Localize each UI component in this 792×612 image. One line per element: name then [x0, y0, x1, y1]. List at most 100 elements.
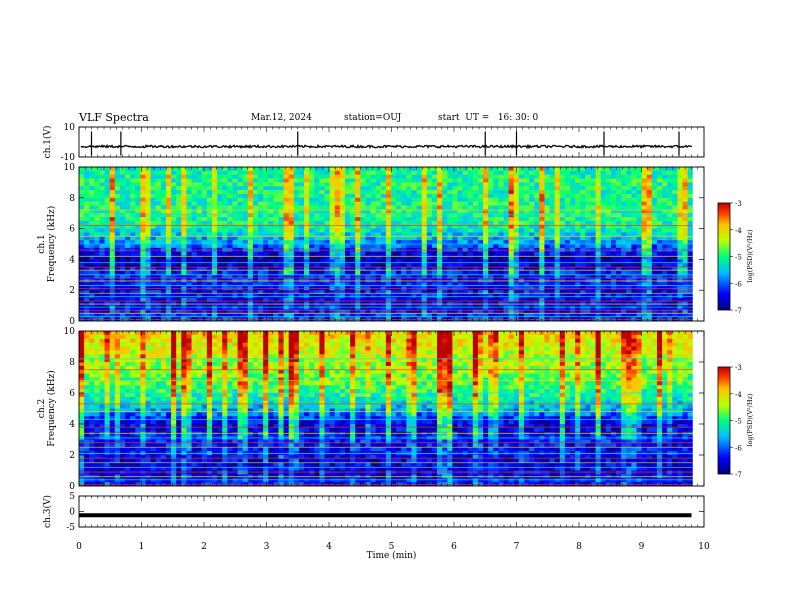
spectrogram-cell: [575, 197, 581, 203]
spectrogram-cell: [559, 193, 566, 199]
spectrogram-cell: [651, 290, 658, 295]
spectrogram-cell: [508, 190, 515, 195]
spectrogram-cell: [119, 213, 126, 218]
spectrogram-cell: [155, 274, 162, 280]
spectrogram-cell: [84, 313, 90, 318]
spectrogram-cell: [570, 197, 576, 203]
spectrogram-cell: [498, 197, 504, 203]
spectrogram-cell: [595, 186, 602, 191]
spectrogram-cell: [288, 174, 295, 179]
spectrogram-cell: [268, 270, 274, 276]
spectrogram-cell: [651, 263, 658, 268]
spectrogram-cell: [677, 205, 683, 210]
spectrogram-cell: [309, 297, 315, 303]
spectrogram-cell: [585, 186, 591, 191]
spectrogram-cell: [304, 220, 310, 226]
spectrogram-cell: [508, 197, 515, 203]
spectrogram-cell: [401, 244, 407, 249]
spectrogram-cell: [334, 259, 341, 264]
spectrogram-cell: [472, 201, 479, 206]
spectrogram-cell: [186, 290, 192, 295]
spectrogram-cell: [616, 197, 622, 203]
spectrogram-cell: [298, 186, 305, 191]
spectrogram-cell: [385, 331, 392, 336]
spectrogram-cell: [268, 232, 274, 237]
spectrogram-cell: [605, 255, 612, 260]
spectrogram-cell: [457, 190, 463, 195]
spectrogram-cell: [186, 282, 192, 287]
spectrogram-cell: [534, 251, 540, 256]
spectrogram-cell: [646, 331, 653, 336]
spectrogram-cell: [431, 167, 438, 172]
spectrogram-cell: [278, 236, 284, 241]
spectrogram-cell: [339, 282, 346, 287]
spectrogram-cell: [273, 236, 279, 241]
spectrogram-cell: [232, 255, 238, 260]
spectrogram-cell: [431, 305, 438, 310]
spectrogram-cell: [370, 174, 377, 179]
spectrogram-cell: [334, 232, 341, 237]
spectrogram-cell: [534, 193, 540, 199]
spectrogram-cell: [258, 274, 264, 280]
spectrogram-cell: [145, 224, 151, 229]
spectrogram-cell: [662, 270, 668, 276]
spectrogram-cell: [237, 186, 244, 191]
spectrogram-cell: [217, 282, 223, 287]
spectrogram-cell: [605, 305, 612, 310]
spectrogram-cell: [687, 232, 693, 237]
spectrogram-cell: [191, 170, 198, 176]
spectrogram-cell: [181, 193, 187, 199]
spectrogram-cell: [99, 201, 105, 206]
spectrogram-cell: [130, 197, 136, 203]
spectrogram-cell: [242, 213, 249, 218]
spectrogram-cell: [513, 209, 520, 214]
spectrogram-cell: [483, 267, 489, 272]
spectrogram-cell: [411, 251, 417, 256]
spectrogram-cell: [636, 274, 642, 280]
spectrogram-cell: [298, 197, 305, 203]
spectrogram-cell: [600, 170, 607, 176]
spectrogram-cell: [585, 182, 591, 187]
spectrogram-cell: [288, 182, 295, 187]
spectrogram-cell: [160, 190, 167, 195]
spectrogram-cell: [539, 232, 545, 237]
spectrogram-cell: [365, 297, 371, 303]
spectrogram-cell: [135, 205, 141, 210]
spectrogram-cell: [140, 228, 146, 233]
spectrogram-cell: [672, 167, 678, 172]
spectrogram-cell: [687, 331, 693, 336]
spectrogram-cell: [283, 217, 290, 222]
spectrogram-cell: [365, 236, 371, 241]
spectrogram-cell: [150, 267, 157, 272]
spectrogram-cell: [94, 224, 100, 229]
spectrogram-cell: [411, 197, 417, 203]
spectrogram-cell: [309, 274, 315, 280]
spectrogram-cell: [145, 309, 151, 314]
spectrogram-cell: [385, 201, 392, 206]
spectrogram-cell: [344, 193, 351, 199]
spectrogram-cell: [201, 217, 208, 222]
spectrogram-cell: [263, 193, 269, 199]
spectrogram-cell: [160, 209, 167, 214]
spectrogram-cell: [94, 305, 100, 310]
spectrogram-cell: [529, 167, 535, 172]
spectrogram-cell: [268, 174, 274, 179]
spectrogram-cell: [610, 220, 617, 226]
spectrogram-cell: [125, 205, 131, 210]
spectrogram-cell: [626, 190, 632, 195]
spectrogram-cell: [421, 205, 428, 210]
spectrogram-cell: [621, 263, 627, 268]
spectrogram-cell: [672, 282, 678, 287]
spectrogram-cell: [462, 201, 469, 206]
spectrogram-cell: [314, 186, 320, 191]
spectrogram-cell: [165, 297, 172, 303]
spectrogram-cell: [529, 232, 535, 237]
spectrogram-cell: [329, 213, 336, 218]
spectrogram-cell: [488, 167, 494, 172]
spectrogram-cell: [600, 193, 607, 199]
spectrogram-cell: [401, 228, 407, 233]
spectrogram-cell: [549, 193, 556, 199]
spectrogram-cell: [672, 170, 678, 176]
spectrogram-cell: [621, 224, 627, 229]
spectrogram-cell: [452, 305, 458, 310]
